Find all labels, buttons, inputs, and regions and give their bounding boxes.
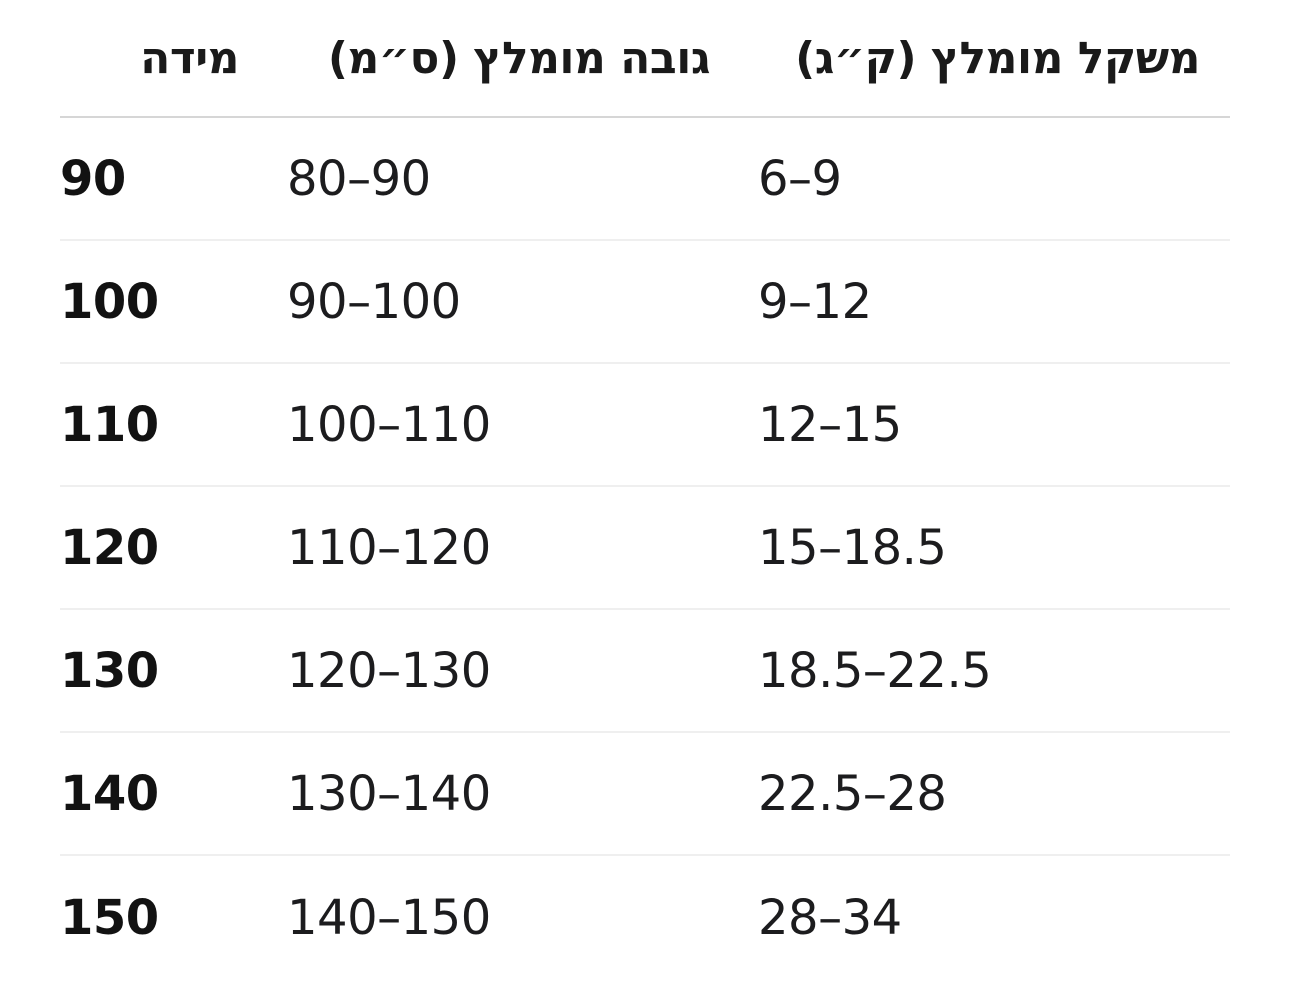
table-row: 130 120–130 18.5–22.5 — [60, 610, 1230, 733]
weight-cell: 18.5–22.5 — [758, 642, 992, 699]
column-header-height: גובה מומלץ (ס״מ) — [327, 32, 711, 84]
size-chart-table: מידה גובה מומלץ (ס״מ) משקל מומלץ (ק״ג) 9… — [60, 0, 1230, 979]
height-cell: 140–150 — [287, 889, 491, 946]
height-cell: 120–130 — [287, 642, 491, 699]
table-row: 110 100–110 12–15 — [60, 364, 1230, 487]
size-cell: 100 — [60, 273, 159, 330]
table-row: 140 130–140 22.5–28 — [60, 733, 1230, 856]
weight-cell: 12–15 — [758, 396, 902, 453]
size-cell: 150 — [60, 889, 159, 946]
table-header-row: מידה גובה מומלץ (ס״מ) משקל מומלץ (ק״ג) — [60, 0, 1230, 118]
weight-cell: 9–12 — [758, 273, 872, 330]
table-row: 100 90–100 9–12 — [60, 241, 1230, 364]
table-row: 120 110–120 15–18.5 — [60, 487, 1230, 610]
table-row: 150 140–150 28–34 — [60, 856, 1230, 979]
size-cell: 110 — [60, 396, 159, 453]
column-header-size: מידה — [140, 32, 239, 84]
size-cell: 140 — [60, 765, 159, 822]
height-cell: 80–90 — [287, 150, 431, 207]
size-cell: 130 — [60, 642, 159, 699]
weight-cell: 28–34 — [758, 889, 902, 946]
table-row: 90 80–90 6–9 — [60, 118, 1230, 241]
weight-cell: 6–9 — [758, 150, 842, 207]
column-header-weight: משקל מומלץ (ק״ג) — [795, 32, 1200, 84]
height-cell: 110–120 — [287, 519, 491, 576]
height-cell: 90–100 — [287, 273, 461, 330]
size-cell: 90 — [60, 150, 126, 207]
height-cell: 100–110 — [287, 396, 491, 453]
weight-cell: 22.5–28 — [758, 765, 947, 822]
height-cell: 130–140 — [287, 765, 491, 822]
size-cell: 120 — [60, 519, 159, 576]
weight-cell: 15–18.5 — [758, 519, 947, 576]
